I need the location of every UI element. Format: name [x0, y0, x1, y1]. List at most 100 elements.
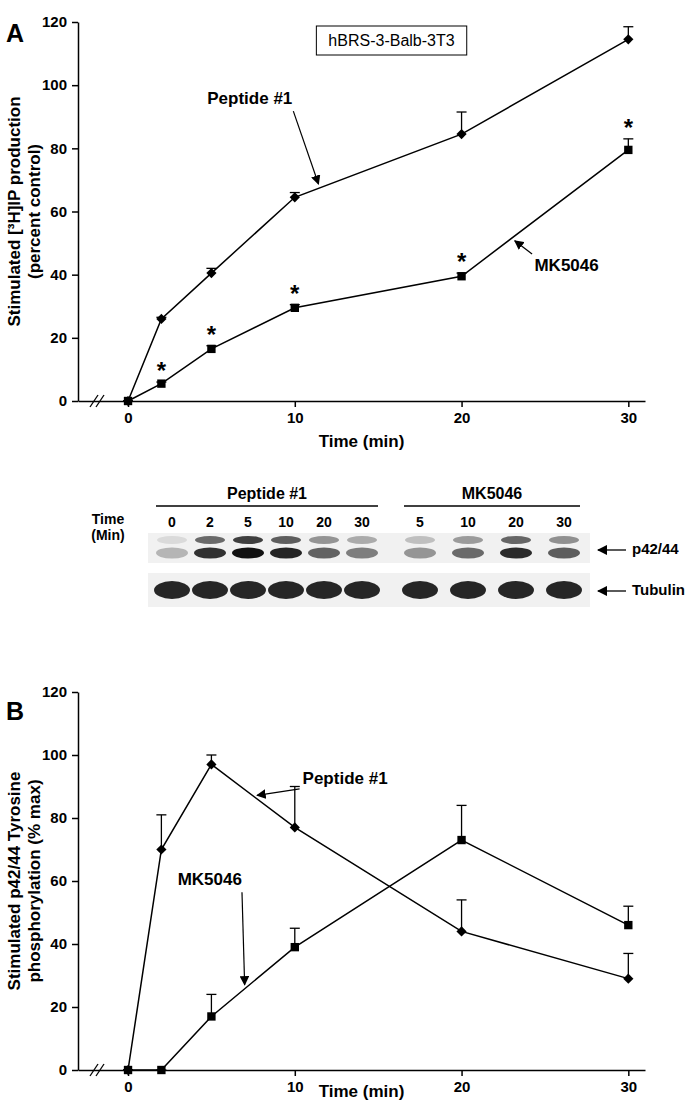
- tick: 100: [42, 746, 78, 763]
- blot-band-p42: [270, 548, 302, 559]
- blot-band-tubulin: [306, 581, 342, 599]
- western-blot: Peptide #1025102030MK50465102030Time(Min…: [91, 485, 685, 607]
- axis: 020406080100120: [42, 13, 79, 409]
- tick: 30: [620, 401, 637, 426]
- blot-band-p42: [404, 548, 436, 559]
- tick: 100: [42, 76, 78, 93]
- axis-line: [79, 401, 646, 403]
- tick-mark: [72, 1007, 78, 1009]
- data-point: [624, 921, 632, 929]
- series-annotation: Peptide #1: [303, 769, 388, 788]
- annotation-arrow: [242, 892, 245, 985]
- lane-label: 30: [556, 514, 572, 530]
- error-bar-stem: [161, 815, 162, 850]
- tick-label: 20: [454, 409, 471, 426]
- tick-label: 120: [42, 13, 67, 30]
- tick-label: 30: [620, 409, 637, 426]
- tick: 40: [50, 266, 78, 283]
- data-point: [156, 844, 166, 854]
- blot-band-tubulin: [230, 581, 266, 599]
- tick-mark: [72, 85, 78, 87]
- tick: 20: [454, 1070, 471, 1095]
- blot-band-tubulin: [268, 581, 304, 599]
- blot-band-tubulin: [450, 581, 486, 599]
- blot-band-tubulin: [344, 581, 380, 599]
- title-box: [316, 26, 466, 55]
- chart-panel: 0102030020406080100120Time (min)Stimulat…: [5, 683, 646, 1101]
- lane-label: 10: [278, 514, 294, 530]
- lane-label: 5: [244, 514, 252, 530]
- data-point: [624, 146, 632, 154]
- blot-group-label: MK5046: [462, 485, 523, 502]
- tick-mark: [461, 1070, 463, 1076]
- blot-band-p44: [347, 536, 377, 544]
- error-bar: [290, 787, 300, 828]
- blot-band-tubulin: [154, 581, 190, 599]
- error-bar-cap: [290, 786, 300, 787]
- tick-label: 30: [620, 1078, 637, 1095]
- panel-label: A: [6, 19, 24, 47]
- blot-band-p42: [346, 548, 378, 559]
- series-line: [128, 39, 628, 401]
- tick: 120: [42, 13, 78, 30]
- tick-label: 20: [50, 998, 67, 1015]
- blot-background: [148, 533, 590, 563]
- data-point: [456, 129, 466, 139]
- blot-band-p44: [233, 536, 263, 544]
- annotation-arrow: [515, 241, 532, 254]
- blot-band-p42: [500, 548, 532, 559]
- blot-band-p42: [232, 548, 264, 559]
- tick: 0: [59, 392, 78, 409]
- error-bar-cap: [457, 111, 467, 112]
- y-axis-label: phosphorylation (% max): [25, 779, 44, 982]
- blot-band-p44: [157, 536, 187, 544]
- annotation-arrow: [257, 789, 300, 795]
- error-bar-cap: [623, 26, 633, 27]
- tick-label: 0: [59, 1061, 67, 1078]
- data-point: [623, 34, 633, 44]
- tick-mark: [72, 1070, 78, 1072]
- blot-band-label: p42/44: [632, 540, 679, 557]
- series-annotation: MK5046: [534, 256, 598, 275]
- tick: 20: [50, 998, 78, 1015]
- tick-mark: [72, 401, 78, 403]
- series-annotation: Peptide #1: [207, 89, 292, 108]
- lane-label: 20: [508, 514, 524, 530]
- tick-mark: [72, 818, 78, 820]
- x-axis-label: Time (min): [319, 1082, 405, 1101]
- tick-mark: [72, 211, 78, 213]
- tick-mark: [72, 692, 78, 694]
- data-point: [124, 397, 132, 405]
- blot-band-tubulin: [546, 581, 582, 599]
- blot-band-tubulin: [402, 581, 438, 599]
- tick-label: 60: [50, 872, 67, 889]
- error-bar-stem: [461, 805, 462, 840]
- tick: 10: [287, 401, 304, 426]
- tick-mark: [295, 401, 297, 407]
- x-axis-label: Time (min): [319, 432, 405, 451]
- error-bar-cap: [623, 906, 633, 907]
- figure: 0102030020406080100120Time (min)Stimulat…: [0, 0, 690, 1104]
- error-bar-cap: [206, 994, 216, 995]
- tick: 30: [620, 1070, 637, 1095]
- tick-label: 20: [50, 329, 67, 346]
- lane-label: 30: [354, 514, 370, 530]
- blot-background: [148, 573, 590, 607]
- blot-band-p44: [549, 536, 579, 544]
- tick: 20: [454, 401, 471, 426]
- data-point: [456, 926, 466, 936]
- lane-label: 2: [206, 514, 214, 530]
- blot-group-line: [156, 505, 378, 506]
- tick-mark: [295, 1070, 297, 1076]
- blot-band-p42: [194, 548, 226, 559]
- error-bar-cap: [623, 953, 633, 954]
- tick-label: 100: [42, 746, 67, 763]
- blot-band-p42: [548, 548, 580, 559]
- blot-band-p44: [501, 536, 531, 544]
- series-line: [128, 764, 628, 1070]
- blot-band-label: Tubulin: [632, 581, 685, 598]
- series-annotation: MK5046: [178, 870, 242, 889]
- error-bar-cap: [457, 899, 467, 900]
- axis: 0102030: [79, 401, 646, 426]
- blot-band-tubulin: [192, 581, 228, 599]
